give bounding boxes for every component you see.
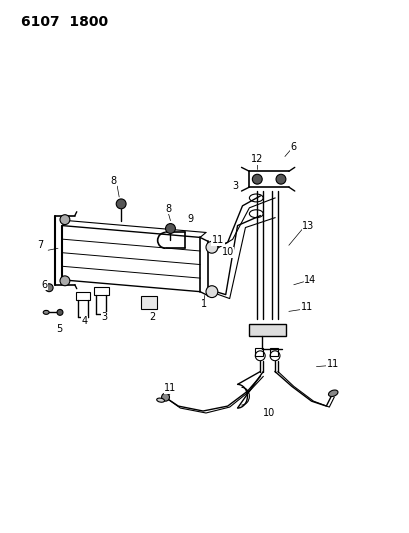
Text: 13: 13: [302, 221, 314, 231]
Text: 6: 6: [290, 142, 296, 152]
Bar: [270, 348, 277, 356]
Bar: [93, 287, 109, 295]
Text: 14: 14: [304, 275, 316, 285]
Text: 10: 10: [262, 408, 274, 418]
Circle shape: [205, 286, 217, 297]
Circle shape: [45, 284, 53, 292]
Circle shape: [60, 276, 70, 286]
Ellipse shape: [328, 390, 337, 397]
Text: 3: 3: [232, 181, 238, 191]
Bar: [76, 292, 90, 300]
Text: 7: 7: [37, 240, 43, 251]
Text: 3: 3: [101, 312, 107, 322]
Circle shape: [57, 310, 63, 316]
Text: 10: 10: [221, 247, 233, 257]
Text: 2: 2: [149, 312, 155, 322]
Text: 8: 8: [110, 176, 116, 186]
Circle shape: [60, 215, 70, 224]
Text: 11: 11: [164, 383, 176, 393]
Circle shape: [275, 174, 285, 184]
Ellipse shape: [156, 398, 164, 402]
Text: 5: 5: [56, 324, 62, 334]
Text: 12: 12: [250, 155, 263, 165]
Text: 1: 1: [200, 300, 207, 310]
Text: 6107  1800: 6107 1800: [20, 15, 108, 29]
Text: 4: 4: [81, 316, 88, 326]
Circle shape: [165, 223, 175, 233]
Text: 9: 9: [187, 214, 193, 224]
Circle shape: [116, 199, 126, 209]
Circle shape: [161, 393, 169, 401]
Text: 11: 11: [300, 302, 312, 312]
Ellipse shape: [43, 310, 49, 314]
Circle shape: [205, 241, 217, 253]
Text: 6: 6: [41, 280, 47, 290]
Bar: [255, 348, 263, 356]
Bar: [249, 324, 285, 336]
Bar: [141, 296, 156, 310]
Text: 11: 11: [326, 359, 339, 369]
Circle shape: [252, 174, 262, 184]
Text: 8: 8: [165, 204, 171, 214]
Text: 11: 11: [211, 236, 223, 245]
